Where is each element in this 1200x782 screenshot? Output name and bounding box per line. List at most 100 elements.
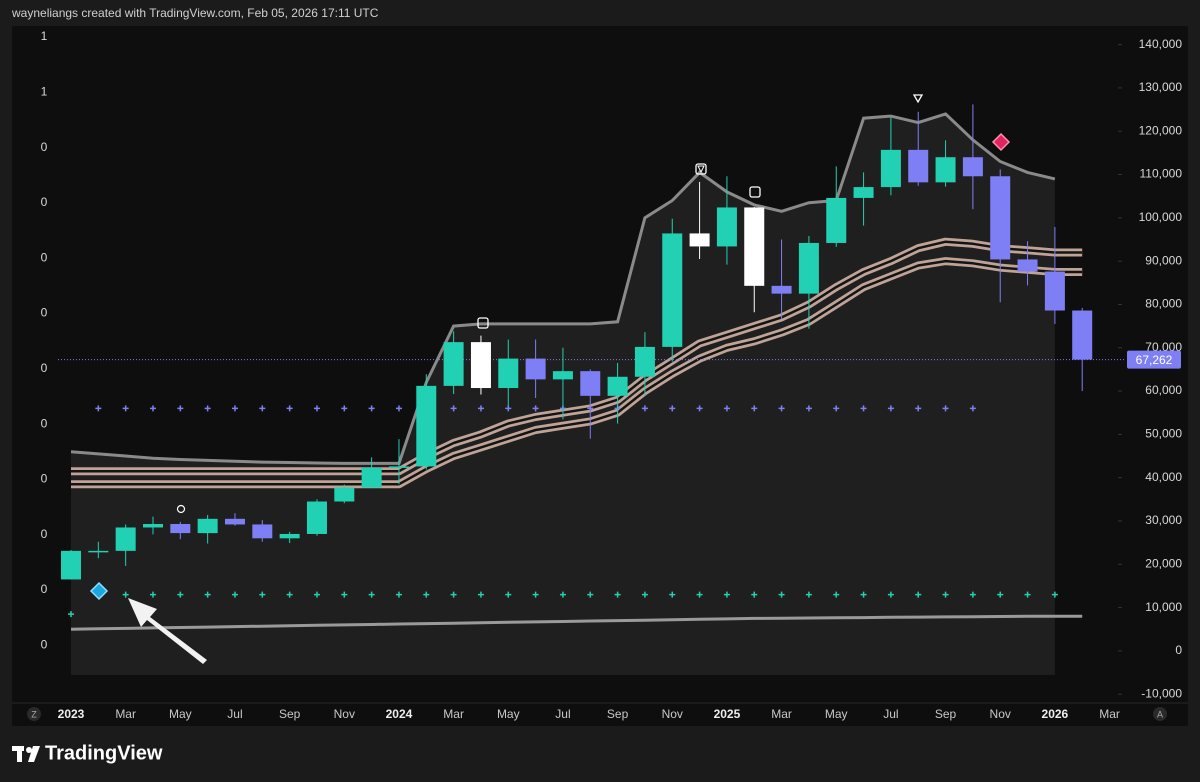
x-tick-label: Jul xyxy=(883,707,898,721)
dot-marker xyxy=(286,591,293,598)
y-tick-label: 0 xyxy=(1175,643,1182,657)
y-tick-label: 80,000 xyxy=(1145,297,1182,311)
candle-body xyxy=(962,157,983,177)
signal-diamond xyxy=(89,581,109,601)
dot-marker xyxy=(778,591,785,598)
dot-marker xyxy=(723,405,730,412)
dot-marker xyxy=(614,591,621,598)
dot-marker xyxy=(997,591,1004,598)
candle-body xyxy=(662,233,683,347)
dot-marker xyxy=(423,591,430,598)
candle-body xyxy=(525,358,546,380)
candle-body xyxy=(61,550,81,580)
candle-body xyxy=(115,527,136,551)
arrow-annotation xyxy=(128,598,207,664)
brand-logo xyxy=(12,746,40,762)
x-tick-label: May xyxy=(497,707,520,721)
candle-body xyxy=(197,518,218,534)
plot-background xyxy=(12,26,1188,702)
axis-button-label[interactable]: A xyxy=(1157,709,1163,719)
signal-square xyxy=(749,186,761,198)
dot-marker xyxy=(805,591,812,598)
axis-button[interactable] xyxy=(27,707,41,721)
signal-triangle xyxy=(912,94,924,104)
y-tick-label: 70,000 xyxy=(1145,340,1182,354)
dot-marker xyxy=(259,405,266,412)
dot-marker xyxy=(204,405,211,412)
y-tick-label: -10,000 xyxy=(1141,686,1182,700)
left-axis-label: 1 xyxy=(41,84,48,98)
candle-body xyxy=(443,342,464,386)
dot-marker xyxy=(723,591,730,598)
axis-button[interactable] xyxy=(1153,707,1167,721)
x-tick-label: 2026 xyxy=(1042,707,1069,721)
dot-marker xyxy=(68,611,74,618)
last-price-box xyxy=(1127,350,1181,369)
time-axis-background xyxy=(12,704,1188,726)
dot-marker xyxy=(1024,591,1031,598)
candle-body xyxy=(634,346,655,377)
dot-marker xyxy=(969,405,976,412)
dot-marker xyxy=(751,591,758,598)
signal-diamond xyxy=(991,132,1011,152)
dot-marker xyxy=(341,405,348,412)
dot-marker xyxy=(313,591,320,598)
x-tick-label: 2024 xyxy=(386,707,413,721)
candle-body xyxy=(826,197,847,243)
candle-body xyxy=(1017,259,1038,272)
dot-marker xyxy=(395,591,402,598)
dot-marker xyxy=(477,405,484,412)
candle-body xyxy=(279,533,300,539)
base-line xyxy=(70,614,1083,631)
ribbon-core xyxy=(71,259,1083,486)
dot-marker xyxy=(204,591,211,598)
dot-marker xyxy=(751,405,758,412)
dot-marker xyxy=(833,591,840,598)
left-axis-label: 0 xyxy=(41,582,48,596)
x-tick-label: Nov xyxy=(662,707,683,721)
dot-marker xyxy=(833,405,840,412)
candle-body xyxy=(252,524,273,539)
left-axis-label: 0 xyxy=(41,361,48,375)
candle-body xyxy=(552,371,573,380)
dot-marker xyxy=(368,405,375,412)
dot-marker xyxy=(286,405,293,412)
brand: TradingView xyxy=(45,742,163,764)
dot-marker xyxy=(942,591,949,598)
dot-marker xyxy=(149,591,156,598)
dot-marker xyxy=(559,591,566,598)
x-tick-label: Jul xyxy=(555,707,570,721)
dot-marker xyxy=(887,591,894,598)
candle-body xyxy=(935,157,956,183)
candle-body xyxy=(880,149,901,188)
dot-marker xyxy=(860,591,867,598)
left-axis-label: 0 xyxy=(41,140,48,154)
y-tick-label: 20,000 xyxy=(1145,556,1182,570)
y-tick-label: 60,000 xyxy=(1145,383,1182,397)
candle-body xyxy=(170,524,191,534)
left-axis-label: 0 xyxy=(41,637,48,651)
dot-marker xyxy=(231,591,238,598)
candle-body xyxy=(908,149,929,183)
candle-body xyxy=(607,376,628,396)
y-tick-label: 40,000 xyxy=(1145,470,1182,484)
candle-body xyxy=(416,385,437,467)
y-tick-label: 120,000 xyxy=(1139,123,1183,137)
candle-body xyxy=(689,233,710,247)
dot-marker xyxy=(122,591,129,598)
axis-button-label[interactable]: Z xyxy=(31,709,37,719)
candle-body xyxy=(1072,310,1093,360)
y-tick-label: 30,000 xyxy=(1145,513,1182,527)
dot-marker xyxy=(122,405,129,412)
last-price-label: 67,262 xyxy=(1136,353,1173,367)
dot-marker xyxy=(942,405,949,412)
x-tick-label: 2023 xyxy=(58,707,85,721)
dot-marker xyxy=(696,405,703,412)
candle-body xyxy=(306,501,327,534)
x-tick-label: Jul xyxy=(227,707,242,721)
y-tick-label: 100,000 xyxy=(1139,210,1183,224)
dot-marker xyxy=(341,591,348,598)
y-tick-label: 90,000 xyxy=(1145,253,1182,267)
left-axis-label: 0 xyxy=(41,527,48,541)
